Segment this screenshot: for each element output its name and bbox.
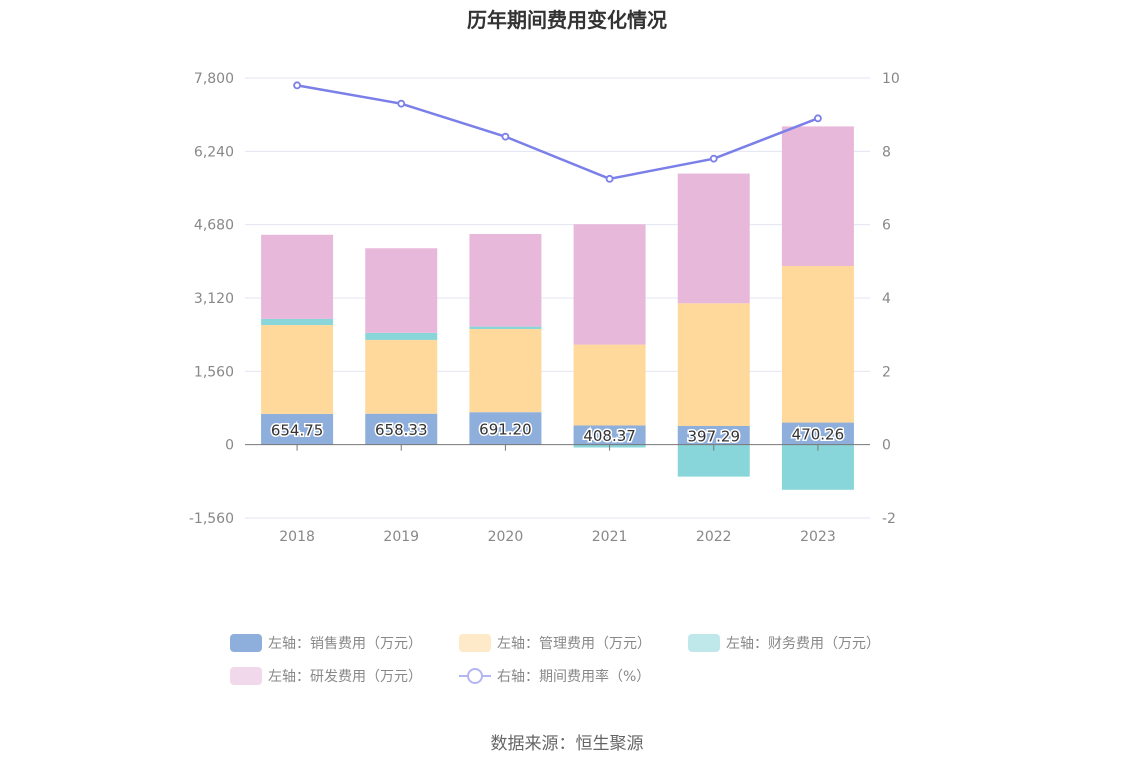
bar-segment [261,318,334,326]
source-note: 数据来源：恒生聚源 [490,734,644,754]
left-tick-label: 6,240 [194,144,234,160]
bar-segment [261,325,334,414]
bar-segment [365,248,438,333]
bar-segment [469,328,542,413]
left-tick-label: 3,120 [194,291,234,307]
legend-label: 左轴：财务费用（万元） [726,636,880,652]
bar-segment [261,413,334,445]
legend-item: 右轴：期间费用率（%） [459,668,650,685]
legend-swatch [230,667,262,685]
x-axis: 2018 2019 2020 2021 2022 2023 [245,444,870,545]
legend-label: 左轴：研发费用（万元） [268,669,422,685]
right-tick-label: 10 [882,71,900,87]
bar-value-label: 408.37 [583,427,636,445]
legend-item: 左轴：财务费用（万元） [688,634,880,652]
bar-segment [365,339,438,414]
right-tick-label: 4 [882,291,891,307]
bar-value-label: 654.75 [271,421,324,439]
legend: 左轴：销售费用（万元） 左轴：管理费用（万元） 左轴：财务费用（万元） 左轴：研发费用… [230,634,880,685]
left-axis: -1,560 0 1,560 3,120 4,680 6,240 7,800 [189,71,234,527]
bar-segment [261,234,334,319]
left-tick-label: 0 [225,438,234,454]
x-tick-label: 2018 [279,529,315,545]
right-axis: -2 0 2 4 6 8 10 [882,71,900,527]
bar-segment [469,234,542,327]
left-tick-label: 4,680 [194,218,234,234]
rate-line-series [293,81,822,183]
bar-segment [573,425,646,445]
bar-segment [573,344,646,426]
bar-value-label: 691.20 [479,420,532,438]
x-tick-label: 2021 [592,529,628,545]
bar-value-labels: 654.75 658.33 691.20 408.37 397.29 470.26 [269,419,845,447]
rate-point [605,174,614,183]
bar-segment [469,326,542,329]
legend-label: 左轴：管理费用（万元） [497,636,651,652]
rate-point [397,99,406,108]
bar-segment [677,425,750,445]
chart-title: 历年期间费用变化情况 [467,8,667,32]
left-tick-label: -1,560 [189,511,234,527]
rate-point [709,154,718,163]
legend-swatch [688,634,720,652]
right-tick-label: -2 [882,511,896,527]
x-tick-label: 2023 [800,529,836,545]
bar-segment [781,422,854,445]
bar-value-label: 470.26 [792,426,845,444]
bar-segment [781,266,854,423]
left-tick-label: 1,560 [194,364,234,380]
bar-segment [677,173,750,304]
bar-segment [365,332,438,340]
legend-item: 左轴：管理费用（万元） [459,634,651,652]
bar-segment [365,413,438,445]
x-tick-label: 2019 [383,529,419,545]
right-tick-label: 2 [882,364,891,380]
bar-segment [677,303,750,426]
x-tick-label: 2020 [488,529,524,545]
x-tick-label: 2022 [696,529,732,545]
rate-point [814,114,822,123]
right-tick-label: 6 [882,218,891,234]
left-tick-label: 7,800 [194,71,234,87]
bar-segment [469,412,542,445]
rate-line [296,84,819,181]
legend-label: 右轴：期间费用率（%） [497,668,650,685]
bar-segment [781,444,854,490]
legend-label: 左轴：销售费用（万元） [268,636,422,652]
bar-segment [573,224,646,345]
grid-lines [245,77,870,519]
bar-value-label: 397.29 [688,427,741,445]
rate-point [293,81,301,90]
rate-point [501,132,510,141]
legend-item: 左轴：销售费用（万元） [230,634,422,652]
legend-swatch [459,634,491,652]
legend-swatch [230,634,262,652]
bar-value-label: 658.33 [375,421,428,439]
right-tick-label: 0 [882,438,891,454]
bar-segment [781,126,854,267]
right-tick-label: 8 [882,144,891,160]
legend-item: 左轴：研发费用（万元） [230,667,422,685]
legend-marker [467,668,483,684]
bar-series [261,126,854,490]
